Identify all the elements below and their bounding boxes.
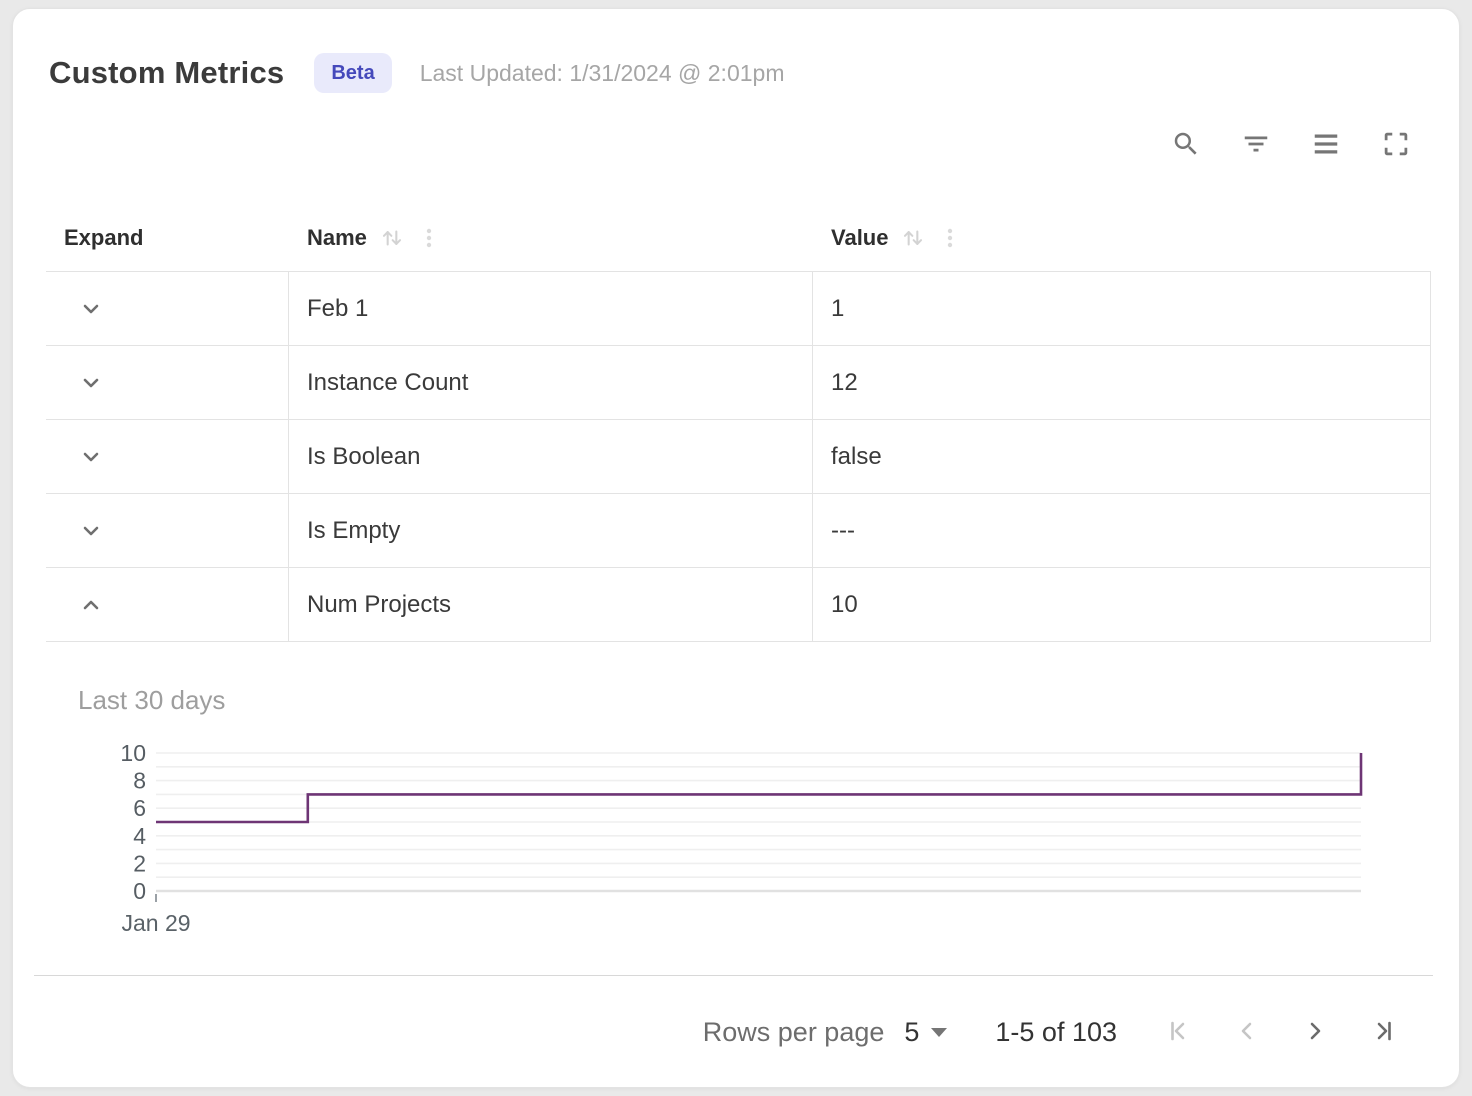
column-header-name[interactable]: Name (289, 225, 813, 251)
pagination-footer: Rows per page 5 1-5 of 103 (34, 975, 1433, 1088)
expand-cell (46, 272, 289, 345)
last-updated-text: Last Updated: 1/31/2024 @ 2:01pm (419, 59, 785, 86)
value-cell: false (813, 420, 1431, 493)
metric-name: Instance Count (307, 368, 469, 396)
chart-title: Last 30 days (78, 685, 226, 715)
name-cell: Is Boolean (289, 420, 813, 493)
grid-toolbar (1171, 129, 1411, 159)
expand-toggle-chevron-icon[interactable] (76, 514, 110, 548)
page-nav (1165, 1018, 1397, 1046)
table-row: Num Projects 10 (46, 567, 1431, 641)
page-title: Custom Metrics (49, 55, 285, 90)
table-body: Feb 1 1 Instance Count 12 (46, 271, 1431, 642)
expand-toggle-chevron-icon[interactable] (76, 588, 110, 622)
search-icon[interactable] (1171, 129, 1201, 159)
column-label-name: Name (307, 225, 367, 250)
last-page-icon[interactable] (1369, 1018, 1397, 1046)
table-row: Is Empty --- (46, 493, 1431, 567)
expand-toggle-chevron-icon[interactable] (76, 366, 110, 400)
rows-per-page-select[interactable]: 5 (904, 1016, 948, 1048)
column-menu-icon[interactable] (417, 226, 441, 250)
column-label-expand: Expand (64, 225, 144, 250)
column-menu-icon[interactable] (938, 226, 962, 250)
name-cell: Feb 1 (289, 272, 813, 345)
sort-icon[interactable] (379, 225, 405, 251)
filter-icon[interactable] (1241, 129, 1271, 159)
name-cell: Instance Count (289, 346, 813, 419)
metric-value: 12 (831, 368, 858, 396)
metric-value: false (831, 442, 882, 470)
column-label-value: Value (831, 225, 889, 250)
table-row: Feb 1 1 (46, 271, 1431, 345)
name-cell: Is Empty (289, 494, 813, 567)
value-cell: 10 (813, 568, 1431, 641)
svg-text:4: 4 (133, 823, 146, 849)
table-header-row: Expand Name Value (46, 205, 1431, 271)
svg-text:Jan 29: Jan 29 (121, 910, 190, 936)
expand-cell (46, 346, 289, 419)
page-header: Custom Metrics Beta Last Updated: 1/31/2… (49, 45, 784, 101)
svg-text:10: 10 (120, 740, 146, 766)
expand-cell (46, 420, 289, 493)
custom-metrics-card: Custom Metrics Beta Last Updated: 1/31/2… (12, 8, 1460, 1088)
svg-text:8: 8 (133, 768, 146, 794)
metric-value: --- (831, 516, 855, 544)
name-cell: Num Projects (289, 568, 813, 641)
density-icon[interactable] (1311, 129, 1341, 159)
table-row: Is Boolean false (46, 419, 1431, 493)
metric-value: 10 (831, 590, 858, 618)
metric-name: Is Boolean (307, 442, 421, 470)
table-row: Instance Count 12 (46, 345, 1431, 419)
page-range-label: 1-5 of 103 (995, 1016, 1117, 1047)
fullscreen-icon[interactable] (1381, 129, 1411, 159)
expand-cell (46, 494, 289, 567)
metric-name: Feb 1 (307, 294, 369, 322)
svg-text:2: 2 (133, 850, 146, 876)
chevron-down-icon (931, 1027, 948, 1037)
previous-page-icon[interactable] (1233, 1018, 1261, 1046)
column-header-expand: Expand (46, 225, 289, 251)
expand-toggle-chevron-icon[interactable] (76, 292, 110, 326)
metric-name: Num Projects (307, 590, 452, 618)
value-cell: 12 (813, 346, 1431, 419)
beta-badge: Beta (314, 53, 392, 93)
value-cell: 1 (813, 272, 1431, 345)
column-header-value[interactable]: Value (813, 225, 1431, 251)
first-page-icon[interactable] (1165, 1018, 1193, 1046)
trend-chart: 0 2 4 6 8 10 Jan 29 (41, 737, 1381, 942)
svg-text:0: 0 (133, 878, 146, 904)
svg-text:6: 6 (133, 795, 146, 821)
metric-value: 1 (831, 294, 845, 322)
next-page-icon[interactable] (1301, 1018, 1329, 1046)
expand-cell (46, 568, 289, 641)
sort-icon[interactable] (900, 225, 926, 251)
rows-per-page-label: Rows per page (702, 1016, 885, 1047)
expand-toggle-chevron-icon[interactable] (76, 440, 110, 474)
metric-name: Is Empty (307, 516, 401, 544)
value-cell: --- (813, 494, 1431, 567)
rows-per-page-value: 5 (904, 1016, 920, 1047)
